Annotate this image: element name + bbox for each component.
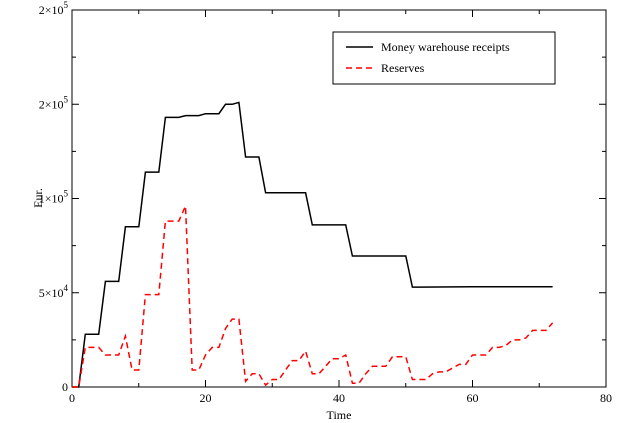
x-tick-label: 20	[200, 391, 212, 405]
x-axis-title: Time	[327, 408, 352, 422]
series-line-reserves	[72, 205, 554, 388]
x-tick-label: 60	[467, 391, 479, 405]
x-axis-ticks: 0 20 40 60 80	[69, 10, 612, 405]
x-tick-label: 40	[333, 391, 345, 405]
legend-label-reserves: Reserves	[381, 61, 425, 75]
legend: Money warehouse receipts Reserves	[332, 31, 556, 85]
y-tick-label: 1×105	[39, 189, 69, 206]
y-axis-title: Eur.	[31, 188, 45, 208]
y-tick-label: 2×105	[39, 94, 69, 111]
y-tick-label: 2×105	[39, 0, 69, 17]
y-tick-label: 0	[62, 380, 68, 394]
y-axis-ticks: 0 5×104 1×105 2×105 2×105	[39, 0, 606, 394]
legend-label-money-warehouse-receipts: Money warehouse receipts	[381, 40, 510, 54]
y-tick-label: 5×104	[39, 283, 69, 300]
series-layer	[72, 101, 554, 388]
series-line-money-warehouse-receipts	[72, 101, 553, 388]
legend-box	[332, 31, 556, 85]
x-tick-label: 80	[600, 391, 612, 405]
x-tick-label: 0	[69, 391, 75, 405]
